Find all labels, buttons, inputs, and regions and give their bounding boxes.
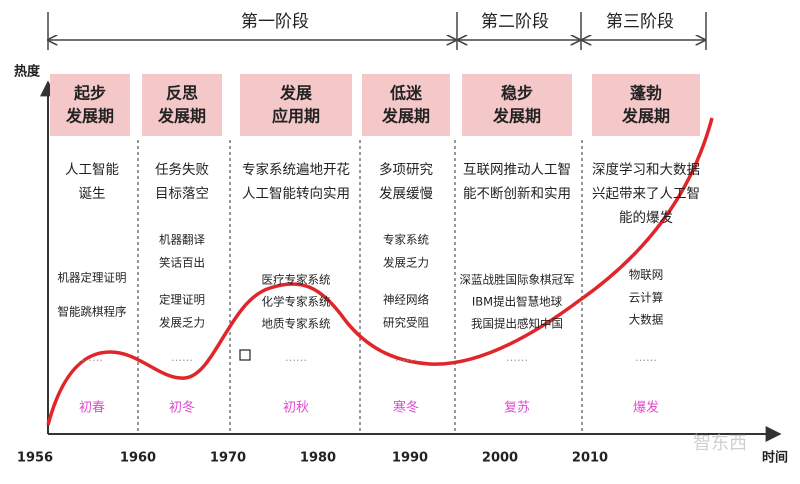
period-title: 蓬勃 bbox=[630, 84, 662, 103]
year-label: 1970 bbox=[210, 451, 246, 466]
period-detail: 研究受阻 bbox=[383, 316, 429, 330]
period-box bbox=[50, 74, 130, 136]
year-label: 2010 bbox=[572, 451, 608, 466]
season-label: 复苏 bbox=[504, 400, 530, 416]
period-detail: 神经网络 bbox=[383, 293, 429, 307]
year-label: 2000 bbox=[482, 451, 518, 466]
period-event: 发展缓慢 bbox=[379, 185, 433, 202]
marker-square bbox=[239, 349, 251, 361]
period-event: 目标落空 bbox=[155, 186, 209, 202]
year-label: 1956 bbox=[17, 451, 53, 466]
period-box bbox=[142, 74, 222, 136]
season-label: 初秋 bbox=[283, 401, 309, 416]
period-event: 专家系统遍地开花 bbox=[242, 161, 350, 178]
heat-curve bbox=[46, 117, 714, 426]
period-title: 发展期 bbox=[65, 107, 114, 126]
stage-label: 第一阶段 bbox=[241, 12, 309, 32]
period-detail: 云计算 bbox=[629, 291, 664, 305]
period-event: 互联网推动人工智 bbox=[463, 162, 571, 178]
period-detail: 发展乏力 bbox=[159, 316, 205, 330]
period-title: 发展期 bbox=[381, 107, 430, 126]
ellipsis: …… bbox=[635, 351, 657, 364]
period-title: 发展期 bbox=[157, 107, 206, 126]
period-title: 起步 bbox=[73, 84, 106, 103]
year-label: 1960 bbox=[120, 451, 156, 466]
period-detail: 物联网 bbox=[629, 268, 664, 282]
period-detail: 我国提出感知中国 bbox=[471, 317, 563, 331]
period-detail: 化学专家系统 bbox=[262, 295, 331, 309]
period-event: 深度学习和大数据 bbox=[592, 162, 700, 178]
period-title: 发展期 bbox=[492, 107, 541, 126]
period-detail: 医疗专家系统 bbox=[262, 273, 331, 287]
year-label: 1980 bbox=[300, 451, 336, 466]
period-event: 人工智能 bbox=[65, 162, 119, 178]
period-detail: 定理证明 bbox=[159, 293, 205, 307]
ellipsis: …… bbox=[81, 351, 103, 364]
period-detail: 地质专家系统 bbox=[262, 317, 331, 331]
period-title: 发展 bbox=[279, 84, 313, 103]
period-event: 能的爆发 bbox=[619, 210, 673, 226]
period-event: 兴起带来了人工智 bbox=[592, 186, 700, 202]
year-label: 1990 bbox=[392, 451, 428, 466]
period-detail: 智能跳棋程序 bbox=[58, 305, 127, 319]
x-axis-label: 时间 bbox=[762, 450, 788, 466]
period-detail: 机器翻译 bbox=[159, 233, 205, 247]
stage-label: 第三阶段 bbox=[606, 12, 674, 32]
watermark: 智东西 bbox=[693, 433, 747, 454]
period-title: 稳步 bbox=[501, 84, 533, 103]
period-event: 任务失败 bbox=[155, 162, 209, 178]
period-title: 反思 bbox=[166, 84, 198, 103]
period-detail: IBM提出智慧地球 bbox=[472, 295, 563, 309]
period-detail: 大数据 bbox=[629, 313, 664, 327]
ellipsis: …… bbox=[285, 351, 307, 364]
stage-arrows bbox=[48, 12, 707, 50]
season-label: 初冬 bbox=[169, 400, 195, 416]
period-detail: 发展乏力 bbox=[383, 256, 429, 270]
dividers bbox=[137, 140, 583, 434]
ellipsis: …… bbox=[395, 351, 417, 364]
ellipsis: …… bbox=[506, 351, 528, 364]
period-detail: 笑话百出 bbox=[159, 256, 205, 270]
season-label: 爆发 bbox=[633, 400, 659, 416]
season-label: 初春 bbox=[79, 401, 105, 416]
period-event: 人工智能转向实用 bbox=[242, 186, 350, 202]
period-detail: 机器定理证明 bbox=[58, 271, 127, 285]
period-box bbox=[362, 74, 450, 136]
period-title: 应用期 bbox=[272, 107, 320, 126]
period-title: 发展期 bbox=[621, 107, 670, 126]
stage-label: 第二阶段 bbox=[481, 12, 549, 32]
period-event: 多项研究 bbox=[379, 161, 433, 178]
period-detail: 深蓝战胜国际象棋冠军 bbox=[460, 273, 575, 287]
period-event: 能不断创新和实用 bbox=[463, 186, 571, 202]
period-detail: 专家系统 bbox=[383, 233, 429, 247]
period-title: 低迷 bbox=[389, 84, 423, 103]
axes bbox=[40, 80, 782, 442]
ellipsis: …… bbox=[171, 351, 193, 364]
period-box bbox=[240, 74, 352, 136]
y-axis-label: 热度 bbox=[14, 64, 41, 80]
period-box bbox=[462, 74, 572, 136]
season-label: 寒冬 bbox=[393, 400, 419, 416]
period-box bbox=[592, 74, 700, 136]
period-event: 诞生 bbox=[79, 186, 106, 202]
